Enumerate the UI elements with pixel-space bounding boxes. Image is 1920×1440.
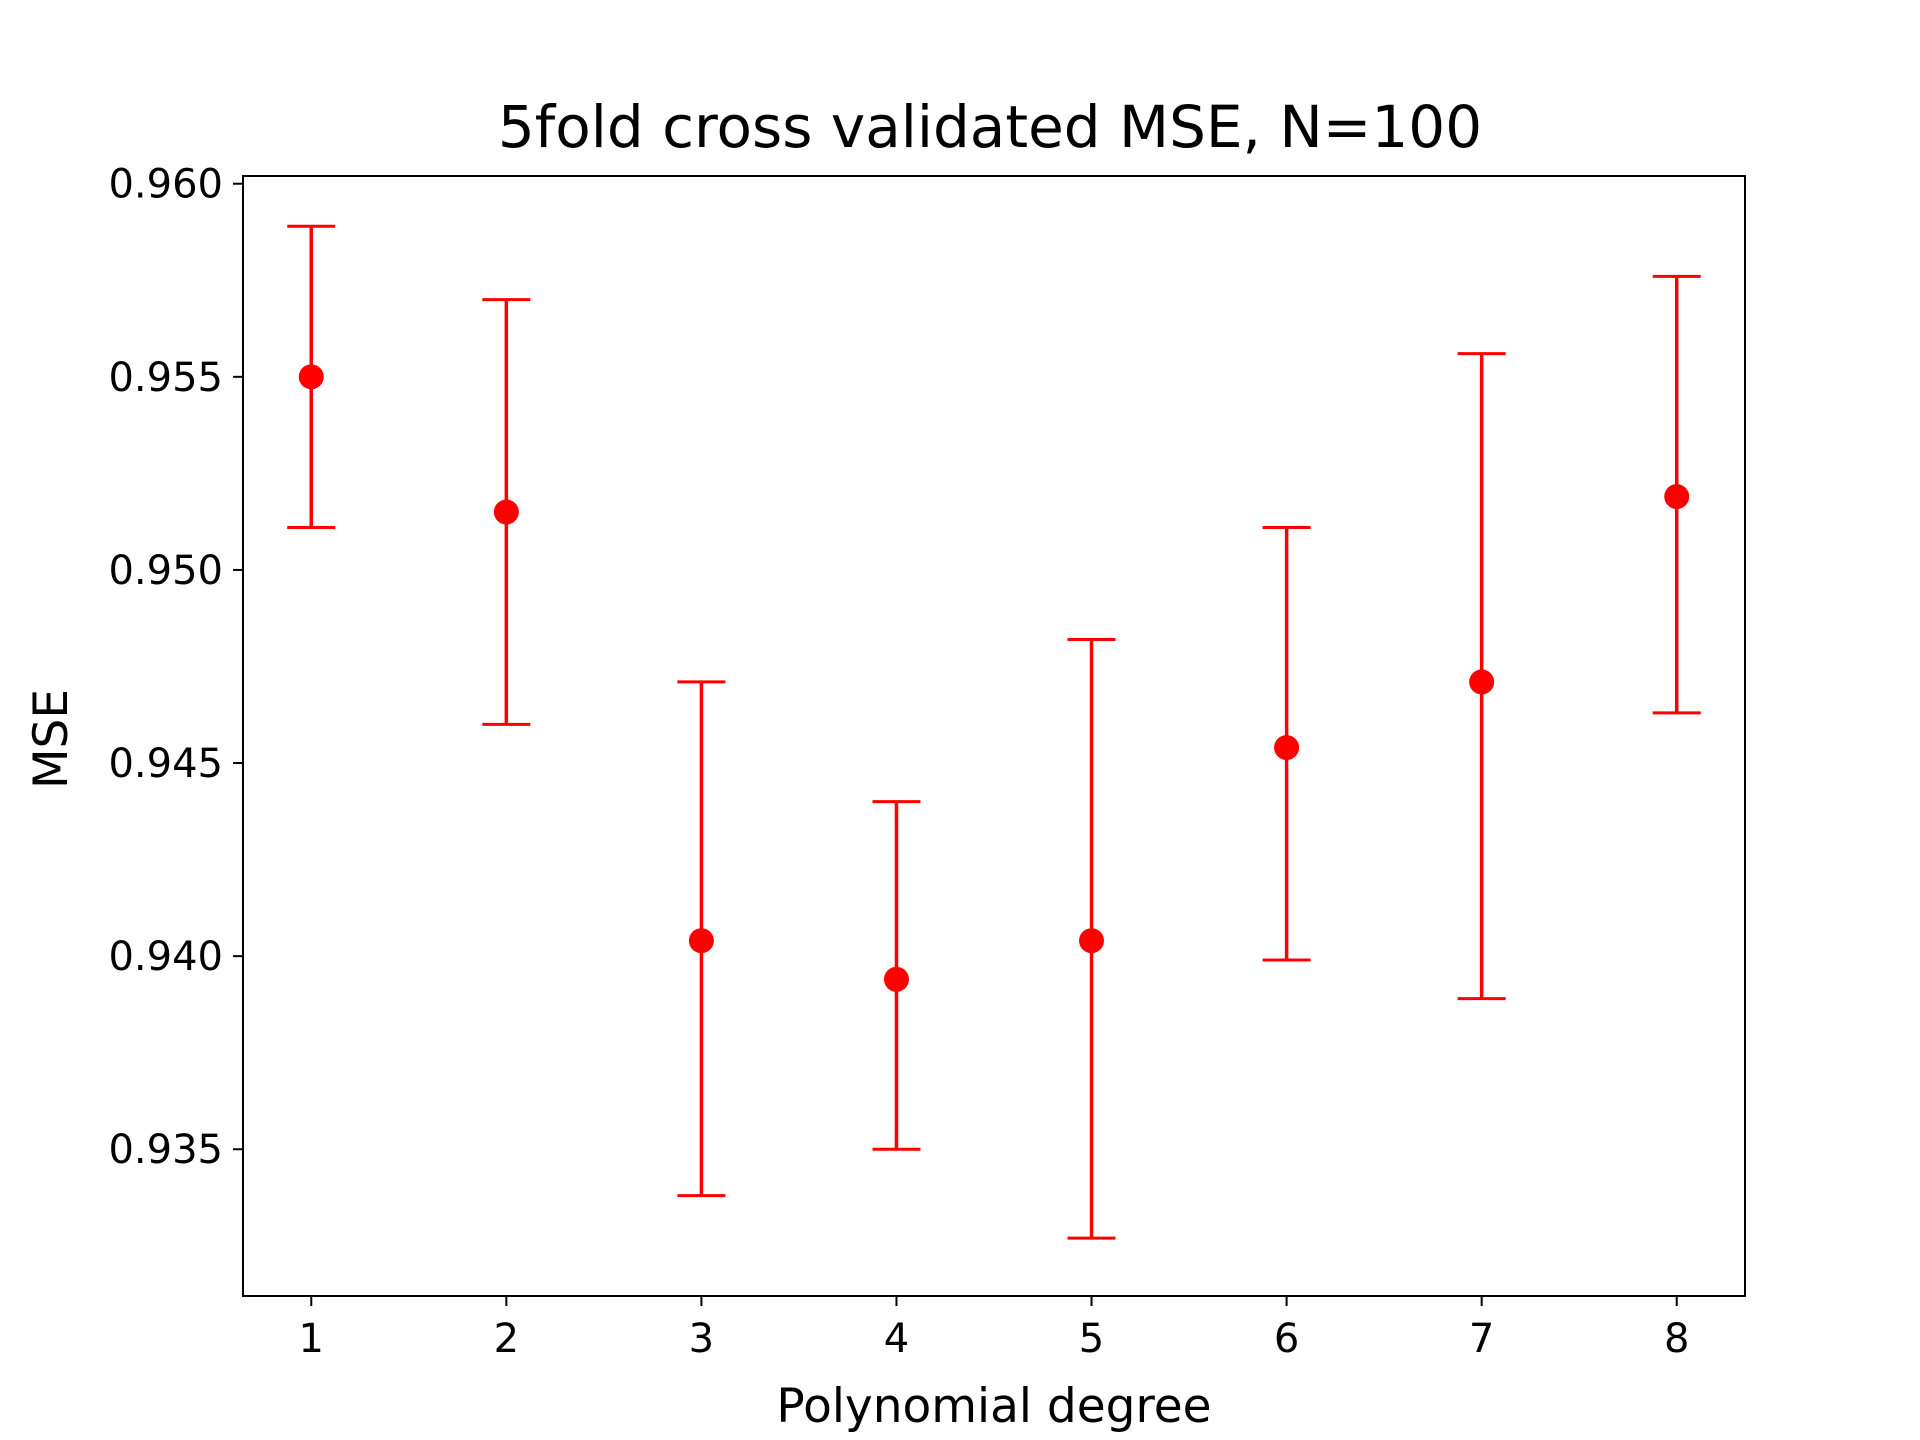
data-point [493,499,519,525]
x-axis-label: Polynomial degree [776,1379,1211,1434]
x-tick-label: 1 [299,1316,324,1362]
y-axis: 0.935 0.940 0.945 0.950 0.955 0.960 [108,162,243,1173]
errorbar-group [482,298,531,726]
errorbar-group [1067,637,1116,1240]
x-tick-label: 6 [1274,1316,1299,1362]
x-tick-label: 5 [1079,1316,1104,1362]
errorbar-group [1262,525,1311,962]
y-axis-label: MSE [24,689,79,789]
data-point [1274,735,1300,761]
x-axis: 1 2 3 4 5 6 7 8 [299,1296,1689,1362]
x-tick-label: 8 [1664,1316,1689,1362]
errorbar-group [677,680,726,1198]
y-tick-label: 0.950 [108,548,223,594]
data-point [688,928,714,954]
x-tick-label: 3 [689,1316,714,1362]
x-tick-label: 2 [494,1316,519,1362]
plot-area [287,224,1701,1240]
axes-frame [242,175,1746,1297]
y-tick-label: 0.940 [108,934,223,980]
errorbar-group [287,224,336,529]
y-tick-label: 0.960 [108,162,223,208]
x-tick-label: 4 [884,1316,909,1362]
y-tick-label: 0.935 [108,1127,223,1173]
data-point [883,966,909,992]
chart-title: 5fold cross validated MSE, N=100 [498,93,1482,161]
data-point [298,364,324,390]
y-tick-label: 0.945 [108,741,223,787]
y-tick-label: 0.955 [108,355,223,401]
errorbar-group [1652,274,1701,715]
data-point [1079,928,1105,954]
errorbar-group [872,800,921,1151]
data-point [1664,484,1690,510]
data-point [1469,669,1495,695]
errorbar-group [1457,352,1506,1001]
x-tick-label: 7 [1469,1316,1494,1362]
